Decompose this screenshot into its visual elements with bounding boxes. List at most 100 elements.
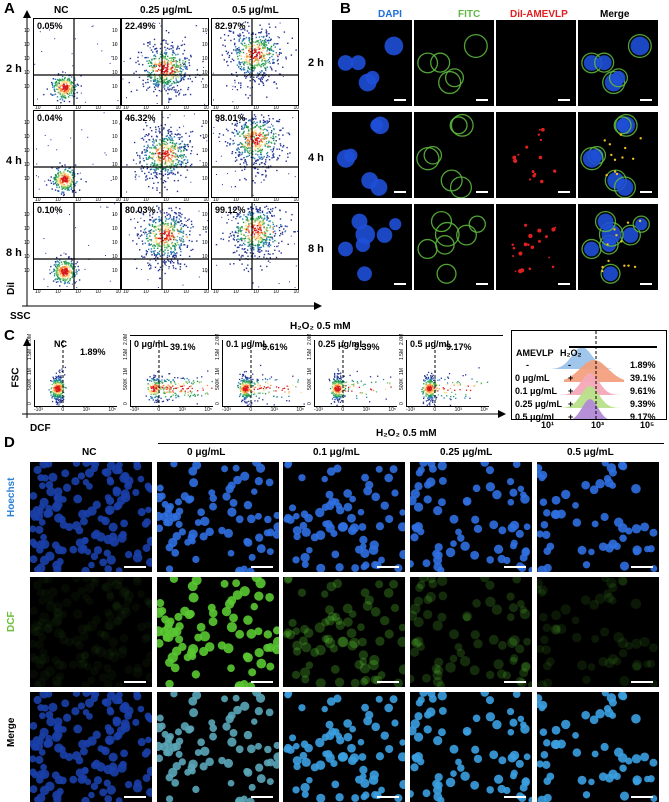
a-ytick: 10 [112,144,118,158]
b-col-dil: DiI-AMEVLP [510,9,568,20]
a-xtick: 10 [123,289,129,295]
c-ytick: 2.0M [123,337,129,345]
c-hist-pct-1: 1.89% [630,360,656,370]
d-col-nc: NC [82,447,96,458]
d-image-r3c1 [30,692,152,802]
c-plot-title-2: 0 μg/mL [134,339,169,349]
b-row-8h: 8 h [308,243,324,255]
b-scalebar-r1c1 [394,99,406,101]
d-image-r3c4 [410,692,532,802]
a-row-4h: 4 h [6,155,22,167]
b-col-merge: Merge [600,9,629,20]
d-scalebar-r2c5 [631,681,653,683]
a-pct-r2c2: 46.32% [125,113,156,123]
a-ytick: 10 [112,250,118,264]
c-ytick: 500K [307,382,313,390]
d-scalebar-r1c5 [631,566,653,568]
b-image-r2c3 [496,112,576,198]
panel-label-b: B [340,0,351,17]
b-image-r2c1 [332,112,412,198]
c-ytick: 0 [399,397,405,405]
a-ytick: 10 [202,222,208,236]
b-image-r2c2 [414,112,494,198]
d-col-1: 0 μg/mL [187,447,225,458]
c-ytick: 2.0M [215,337,221,345]
a-pct-r1c1: 0.05% [37,21,63,31]
c-hist-pct-2: 39.1% [630,373,656,383]
a-flowplot-r3c1 [33,202,121,290]
c-hist-amevlp-2: 0 μg/mL [515,373,550,383]
d-row-label-3: Merge [6,718,17,747]
c-ytick: 1.5M [215,352,221,360]
a-ytick: 10 [112,236,118,250]
b-scalebar-r2c1 [394,191,406,193]
panel-label-a: A [4,0,15,17]
d-image-r1c4 [410,462,532,572]
d-row-label-2: DCF [6,611,17,632]
c-plot-pct-2: 39.1% [170,342,196,352]
c-hist-amevlp-4: 0.25 μg/mL [515,399,562,409]
c-plot-pct-1: 1.89% [80,347,106,357]
c-plot-pct-5: 9.17% [446,342,472,352]
a-flowplot-r1c2 [121,18,209,106]
a-row-2h: 2 h [6,63,22,75]
a-xtick: 10 [35,289,41,295]
c-treatment-header: H₂O₂ 0.5 mM [290,321,351,332]
a-ytick: 10 [202,66,208,80]
a-flowplot-r3c3 [211,202,299,290]
a-ytick: 10 [112,66,118,80]
c-hist-pct-3: 9.61% [630,386,656,396]
c-ytick: 1.5M [399,352,405,360]
a-flowplot-r3c2 [121,202,209,290]
a-pct-r3c1: 0.10% [37,205,63,215]
b-col-dapi: DAPI [378,9,402,20]
c-hist-xtick-2: 10³ [591,420,604,430]
d-image-r1c1 [30,462,152,572]
b-image-r1c1 [332,20,412,106]
a-axis-arrows [22,300,322,312]
a-flowplot-r1c1 [33,18,121,106]
a-pct-r2c3: 98.01% [215,113,246,123]
b-scalebar-r3c4 [640,283,652,285]
c-ytick: 2.0M [399,337,405,345]
d-image-r2c5 [537,577,659,687]
c-ytick: 0 [123,397,129,405]
d-scalebar-r3c1 [124,796,146,798]
a-ytick: 10 [202,80,208,94]
c-ytick: 500K [123,382,129,390]
c-ytick: 1M [215,367,221,375]
b-image-r3c2 [414,204,494,290]
a-flowplot-r2c3 [211,110,299,198]
a-ytick: 10 [202,208,208,222]
a-xtick: 10 [143,289,149,295]
a-ytick: 10 [112,38,118,52]
c-plot-pct-3: 9.61% [262,342,288,352]
d-scalebar-r2c3 [377,681,399,683]
c-x-axis-arrow [22,408,506,420]
a-x-axis-label: SSC [10,311,31,322]
a-col-025: 0.25 μg/mL [140,5,192,16]
d-image-r2c4 [410,577,532,687]
b-scalebar-r2c4 [640,191,652,193]
c-hist-h2o2-3: + [568,386,573,396]
a-pct-r1c3: 82.97% [215,21,246,31]
d-scalebar-r3c5 [631,796,653,798]
a-ytick: 10 [202,116,208,130]
a-xtick: 10 [233,289,239,295]
d-col-2: 0.1 μg/mL [313,447,360,458]
c-ytick: 500K [215,382,221,390]
a-y-axis-arrow [22,10,32,306]
a-col-nc: NC [54,5,68,16]
b-scalebar-r3c1 [394,283,406,285]
d-scalebar-r3c3 [377,796,399,798]
c-ytick: 1M [307,367,313,375]
a-ytick: 10 [112,24,118,38]
d-image-r3c5 [537,692,659,802]
d-image-r2c3 [283,577,405,687]
a-row-8h: 8 h [6,247,22,259]
